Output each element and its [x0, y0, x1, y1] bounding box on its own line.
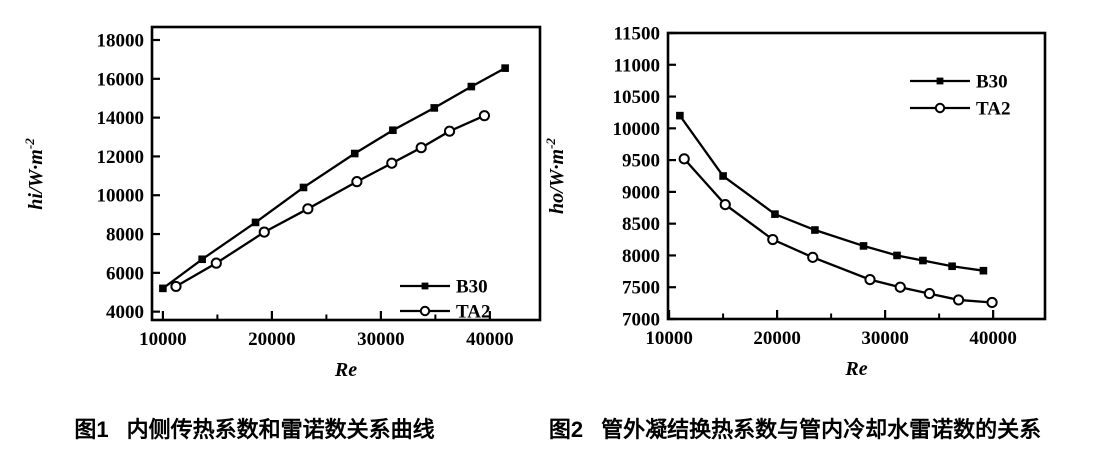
- marker-filled-square: [467, 82, 476, 91]
- x-tick-label: 10000: [139, 329, 187, 350]
- marker-filled-square: [719, 172, 727, 180]
- y-tick-label: 8000: [106, 225, 144, 246]
- marker-filled-square: [859, 242, 868, 250]
- marker-open-circle: [170, 280, 182, 293]
- marker-open-circle: [894, 281, 906, 293]
- marker-open-circle: [210, 257, 222, 269]
- figure1-caption: 图1 内侧传热系数和雷诺数关系曲线: [22, 412, 487, 444]
- y-tick-label: 8500: [622, 214, 660, 235]
- marker-filled-square: [299, 183, 308, 192]
- figure2-plot: 7000 7500 8000 8500 9000 9500 10000 10500 11000 1…: [543, 24, 1047, 380]
- plot-frame: [666, 31, 1047, 321]
- marker-open-circle: [478, 110, 491, 122]
- x-tick-label: 20000: [753, 328, 801, 349]
- marker-filled-square: [676, 111, 684, 120]
- y-axis-title: hi/W·m-2: [22, 138, 47, 210]
- x-tick-label: 40000: [969, 328, 1017, 349]
- legend-marker-filled-square: [936, 77, 944, 85]
- marker-filled-square: [430, 104, 439, 112]
- marker-open-circle: [864, 273, 876, 286]
- marker-open-circle: [767, 233, 779, 246]
- marker-open-circle: [386, 157, 398, 169]
- x-tick-label: 10000: [645, 328, 693, 349]
- marker-open-circle: [923, 287, 936, 300]
- y-tick-label: 10000: [97, 186, 145, 207]
- y-tick-label: 18000: [97, 31, 145, 52]
- y-tick-label: 10000: [613, 119, 661, 140]
- x-tick-label: 30000: [357, 329, 405, 350]
- legend-marker-open-circle: [934, 102, 946, 114]
- legend-label-ta2: TA2: [976, 99, 1010, 120]
- y-tick-label: 9000: [622, 182, 660, 203]
- y-tick-label: 11500: [614, 24, 660, 45]
- marker-filled-square: [198, 255, 206, 264]
- y-tick-label: 14000: [97, 108, 145, 129]
- marker-open-circle: [415, 142, 427, 154]
- y-tick-label: 10500: [613, 87, 661, 108]
- legend-marker-filled-square: [421, 282, 429, 290]
- x-axis-title: Re: [844, 358, 867, 380]
- y-tick-label: 9500: [622, 151, 660, 172]
- figure1-plot: 4000 6000 8000 10000 12000 14000 16000 18000 100…: [22, 25, 542, 381]
- charts-canvas: 4000 6000 8000 10000 12000 14000 16000 18000 100…: [22, 24, 1047, 381]
- figure-captions: 图1 内侧传热系数和雷诺数关系曲线 图2 管外凝结换热系数与管内冷却水雷诺数的关系: [0, 412, 1095, 452]
- x-axis-title: Re: [334, 359, 357, 381]
- marker-open-circle: [258, 226, 270, 238]
- y-tick-label: 4000: [106, 302, 144, 323]
- series-ta2-line: [175, 114, 485, 288]
- marker-filled-square: [979, 266, 988, 275]
- figure1-caption-text: 内侧传热系数和雷诺数关系曲线: [126, 417, 435, 442]
- y-tick-label: 16000: [97, 69, 145, 90]
- marker-filled-square: [771, 210, 779, 218]
- legend-marker-open-circle: [419, 305, 431, 317]
- y-tick-label: 7000: [622, 310, 660, 331]
- y-tick-label: 8000: [622, 246, 660, 267]
- marker-open-circle: [302, 203, 314, 215]
- marker-open-circle: [678, 153, 690, 165]
- marker-filled-square: [893, 251, 901, 260]
- marker-filled-square: [389, 126, 397, 135]
- marker-open-circle: [807, 251, 819, 263]
- figure2-caption-text: 管外凝结换热系数与管内冷却水雷诺数的关系: [601, 417, 1042, 442]
- marker-open-circle: [719, 199, 731, 211]
- marker-filled-square: [501, 64, 509, 72]
- x-tick-label: 30000: [861, 328, 909, 349]
- marker-open-circle: [351, 176, 363, 188]
- y-tick-label: 12000: [97, 147, 145, 168]
- marker-open-circle: [443, 125, 456, 137]
- figure2-caption: 图2 管外凝结换热系数与管内冷却水雷诺数的关系: [495, 412, 1095, 444]
- y-tick-label: 6000: [106, 263, 144, 284]
- series-b30-line: [162, 67, 506, 290]
- legend-label-b30: B30: [976, 72, 1008, 93]
- y-axis-title: ho/W·m-2: [543, 138, 568, 214]
- marker-open-circle: [952, 294, 965, 306]
- marker-filled-square: [919, 256, 927, 265]
- marker-filled-square: [350, 149, 359, 158]
- plot-frame: [150, 25, 542, 322]
- y-tick-label: 7500: [622, 278, 660, 299]
- marker-filled-square: [251, 218, 260, 227]
- legend-label-ta2: TA2: [456, 302, 490, 323]
- y-tick-label: 11000: [614, 55, 660, 76]
- marker-filled-square: [811, 226, 819, 234]
- x-tick-label: 20000: [248, 329, 296, 350]
- legend-label-b30: B30: [456, 277, 488, 298]
- marker-filled-square: [159, 284, 167, 293]
- marker-filled-square: [948, 262, 956, 271]
- x-tick-label: 40000: [466, 329, 514, 350]
- figure1-caption-label: 图1: [74, 417, 109, 442]
- figure2-caption-label: 图2: [548, 417, 584, 442]
- marker-open-circle: [986, 296, 998, 309]
- series-b30-line: [678, 114, 984, 272]
